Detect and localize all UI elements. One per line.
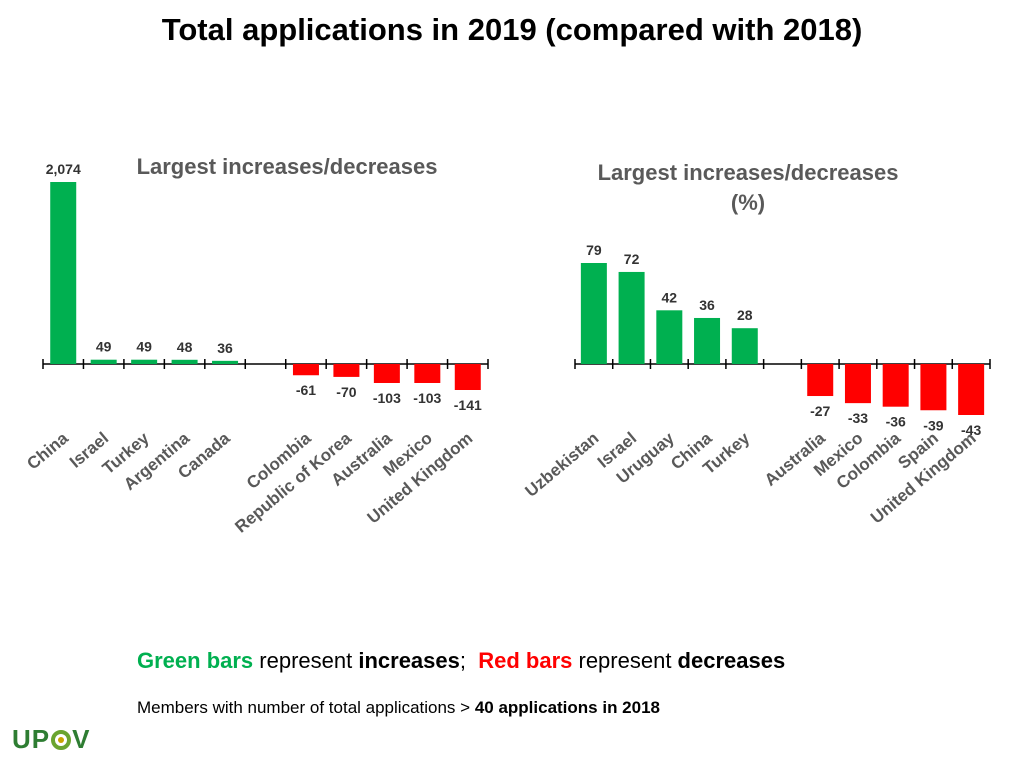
data-label: 42 xyxy=(662,289,678,305)
data-label: 48 xyxy=(177,339,193,355)
bar-colombia xyxy=(882,364,909,407)
absolute-change-chart: Largest increases/decreases2,074China49I… xyxy=(23,154,489,537)
bar-argentina xyxy=(171,359,198,364)
legend-text-2: represent xyxy=(572,648,678,673)
data-label: -39 xyxy=(923,417,943,433)
page-title: Total applications in 2019 (compared wit… xyxy=(161,12,863,47)
legend-increases: increases xyxy=(358,648,460,673)
bar-united-kingdom xyxy=(958,364,985,415)
data-label: -61 xyxy=(296,382,316,398)
logo-text-left: UP xyxy=(12,724,51,754)
bar-israel xyxy=(618,271,645,364)
bar-canada xyxy=(212,360,239,364)
data-label: 49 xyxy=(136,339,152,355)
upov-logo: UP V xyxy=(12,724,90,755)
bar-mexico xyxy=(844,364,871,404)
legend: Green bars represent increases; Red bars… xyxy=(137,648,785,674)
bar-colombia xyxy=(292,364,319,376)
chart-title-line: Largest increases/decreases xyxy=(598,160,899,185)
bar-australia xyxy=(807,364,834,397)
data-label: -103 xyxy=(373,390,401,406)
chart-title-line: Largest increases/decreases xyxy=(137,154,438,179)
bar-uzbekistan xyxy=(580,263,607,364)
data-label: -27 xyxy=(810,403,830,419)
bar-china xyxy=(50,182,77,364)
legend-green-label: Green bars xyxy=(137,648,254,673)
bar-mexico xyxy=(414,364,441,383)
legend-text-1: represent xyxy=(253,648,359,673)
data-label: -33 xyxy=(848,410,868,426)
percent-change-chart: Largest increases/decreases (%) 79 Uzbekist… xyxy=(521,160,991,527)
bar-australia xyxy=(373,364,400,383)
footnote: Members with number of total application… xyxy=(137,698,660,718)
category-label: Uzbekistan xyxy=(521,429,602,501)
data-label: -43 xyxy=(961,422,981,438)
legend-separator: ; xyxy=(459,648,479,673)
data-label: 72 xyxy=(624,251,640,267)
bar-israel xyxy=(90,359,117,364)
legend-red-label: Red bars xyxy=(478,648,573,673)
bar-china xyxy=(694,317,721,364)
data-label: 2,074 xyxy=(46,161,81,177)
logo-text-right: V xyxy=(72,724,91,754)
chart-title-line: (%) xyxy=(731,190,765,215)
bar-turkey xyxy=(731,328,758,364)
chart-title: Largest increases/decreases xyxy=(137,154,438,179)
data-label: -103 xyxy=(413,390,441,406)
data-label: 36 xyxy=(217,340,233,356)
data-label: -141 xyxy=(454,397,482,413)
upov-leaf-icon xyxy=(51,729,72,750)
bar-spain xyxy=(920,364,947,411)
chart-title: Largest increases/decreases (%) xyxy=(598,160,899,215)
bar-republic-of-korea xyxy=(333,364,360,377)
bar-turkey xyxy=(131,359,158,364)
bar-united-kingdom xyxy=(454,364,481,390)
data-label: 28 xyxy=(737,307,753,323)
data-label: 49 xyxy=(96,339,112,355)
data-label: -36 xyxy=(886,414,906,430)
data-label: -70 xyxy=(336,384,356,400)
footnote-bold: 40 applications in 2018 xyxy=(474,698,661,717)
footnote-prefix: Members with number of total application… xyxy=(137,698,475,717)
category-label: China xyxy=(23,428,72,473)
data-label: 36 xyxy=(699,297,715,313)
legend-decreases: decreases xyxy=(677,648,786,673)
bar-uruguay xyxy=(656,310,683,364)
data-label: 79 xyxy=(586,242,602,258)
